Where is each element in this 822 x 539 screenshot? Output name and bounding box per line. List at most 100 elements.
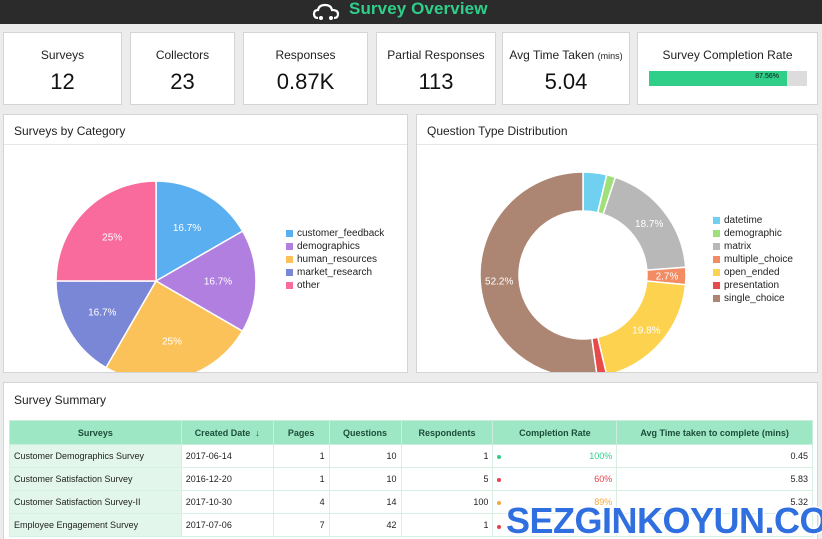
col-header-pages[interactable]: Pages [272,420,330,445]
slice-other [55,180,157,282]
legend-label: datetime [724,215,763,226]
legend-label: human_resources [297,254,378,265]
kpi-value: 12 [50,69,75,94]
cell-questions: 14 [328,490,402,514]
cell-pages: 1 [272,444,330,468]
cell-avg-time [616,513,813,537]
col-header-respondents[interactable]: Respondents [400,420,494,445]
legend-item-open_ended[interactable]: open_ended [713,266,793,279]
legend-swatch [713,217,720,224]
legend-item-demographics[interactable]: demographics [286,240,384,253]
legend-item-market_research[interactable]: market_research [286,266,384,279]
slice-label-other: 25% [102,233,122,244]
legend-swatch [286,282,293,289]
top-bar: Survey Overview [0,0,822,24]
table-row[interactable]: Customer Demographics Survey 2017-06-14 1 1… [9,444,813,468]
cell-pages: 1 [272,467,330,491]
table-row[interactable]: Customer Satisfaction Survey 2016-12-20 1 1… [9,467,813,491]
completion-progress-bar: 87.56% [649,71,807,86]
legend-label: open_ended [724,267,780,278]
cell-avg-time: 5.32 [616,490,813,514]
question-type-donut-chart: 18.7% 2.7% 19.8% 52.2% [479,171,687,372]
cell-completion-rate [492,513,618,537]
cell-created-date: 2016-12-20 [180,467,274,491]
legend-item-datetime[interactable]: datetime [713,214,793,227]
kpi-value: 113 [418,69,454,94]
col-header-created-date[interactable]: Created Date ↓ [180,420,274,445]
legend-swatch [286,256,293,263]
category-legend: customer_feedback demographics human_resou… [286,227,384,292]
legend-label: demographics [297,241,360,252]
status-dot-icon [497,455,502,459]
kpi-surveys: Surveys 12 [3,32,122,105]
legend-item-customer_feedback[interactable]: customer_feedback [286,227,384,240]
col-header-completion-rate[interactable]: Completion Rate [492,420,618,445]
legend-item-human_resources[interactable]: human_resources [286,253,384,266]
col-header-questions[interactable]: Questions [328,420,402,445]
kpi-label: Collectors [155,48,210,62]
category-pie-chart: 16.7% 16.7% 25% 16.7% 25% [55,180,257,372]
slice-open_ended [596,280,687,372]
cell-respondents: 100 [400,490,494,514]
slice-label-market_research: 16.7% [88,307,116,318]
table-header-row: Surveys Created Date ↓ Pages Questions R… [9,420,813,445]
kpi-partial-responses: Partial Responses 113 [376,32,496,105]
legend-item-single_choice[interactable]: single_choice [713,292,793,305]
question-type-panel: Question Type Distribution 18.7% 2.7% 19.8… [416,114,818,373]
legend-label: customer_feedback [297,228,385,239]
col-header-surveys[interactable]: Surveys [9,420,182,445]
slice-market_research [55,280,158,369]
legend-label: other [297,280,320,291]
legend-item-other[interactable]: other [286,279,384,292]
cell-survey-name: Customer Demographics Survey [9,444,182,468]
slice-label-multiple_choice: 2.7% [656,271,679,282]
legend-label: demographic [724,228,782,239]
cell-respondents: 1 [400,444,494,468]
legend-label: matrix [724,241,752,252]
cloud-logo-icon [312,3,340,20]
cell-survey-name: Customer Satisfaction Survey [9,467,182,491]
cell-completion-rate: 60% [492,467,618,491]
slice-label-demographics: 16.7% [204,277,232,288]
kpi-label: Surveys [40,48,85,62]
legend-item-multiple_choice[interactable]: multiple_choice [713,253,793,266]
slice-customer_feedback [155,180,244,283]
surveys-by-category-panel: Surveys by Category 16.7% 16.7% 25% 16.7% 25… [3,114,408,373]
kpi-completion-rate: Survey Completion Rate 87.56% [637,32,818,105]
panel-title: Survey Summary [14,393,107,407]
cell-created-date: 2017-10-30 [180,490,274,514]
table-row[interactable]: Employee Engagement Survey 2017-07-06 7 42 1 [9,513,813,537]
cell-survey-name: Customer Satisfaction Survey-II [9,490,182,514]
kpi-value: 0.87K [276,69,335,94]
legend-item-matrix[interactable]: matrix [713,240,793,253]
legend-swatch [713,256,720,263]
cell-pages: 4 [272,490,330,514]
cell-questions: 42 [328,513,402,537]
kpi-label: Responses [275,48,336,62]
legend-swatch [713,282,720,289]
slice-single_choice [479,171,598,372]
panel-header: Question Type Distribution [417,115,817,145]
completion-progress-fill [649,71,788,86]
slice-label-single_choice: 52.2% [485,276,513,287]
col-header-label: Created Date [194,427,251,438]
cell-questions: 10 [328,467,402,491]
panel-title: Question Type Distribution [427,124,568,138]
table-row[interactable]: Customer Satisfaction Survey-II 2017-10-3… [9,490,813,514]
kpi-label: Avg Time Taken (mins) [503,48,629,62]
cell-completion-rate: 89% [492,490,618,514]
legend-swatch [713,243,720,250]
completion-rate-value: 89% [594,497,613,507]
col-header-avg-time[interactable]: Avg Time taken to complete (mins) [616,420,813,445]
legend-item-demographic[interactable]: demographic [713,227,793,240]
legend-item-presentation[interactable]: presentation [713,279,793,292]
completion-rate-value: 100% [589,451,613,461]
cell-respondents: 1 [400,513,494,537]
cell-questions: 10 [328,444,402,468]
cell-pages: 7 [272,513,330,537]
kpi-avg-time: Avg Time Taken (mins) 5.04 [502,32,630,105]
status-dot-icon [497,501,502,505]
legend-label: presentation [724,280,780,291]
cell-avg-time: 0.45 [616,444,813,468]
cell-completion-rate: 100% [492,444,618,468]
